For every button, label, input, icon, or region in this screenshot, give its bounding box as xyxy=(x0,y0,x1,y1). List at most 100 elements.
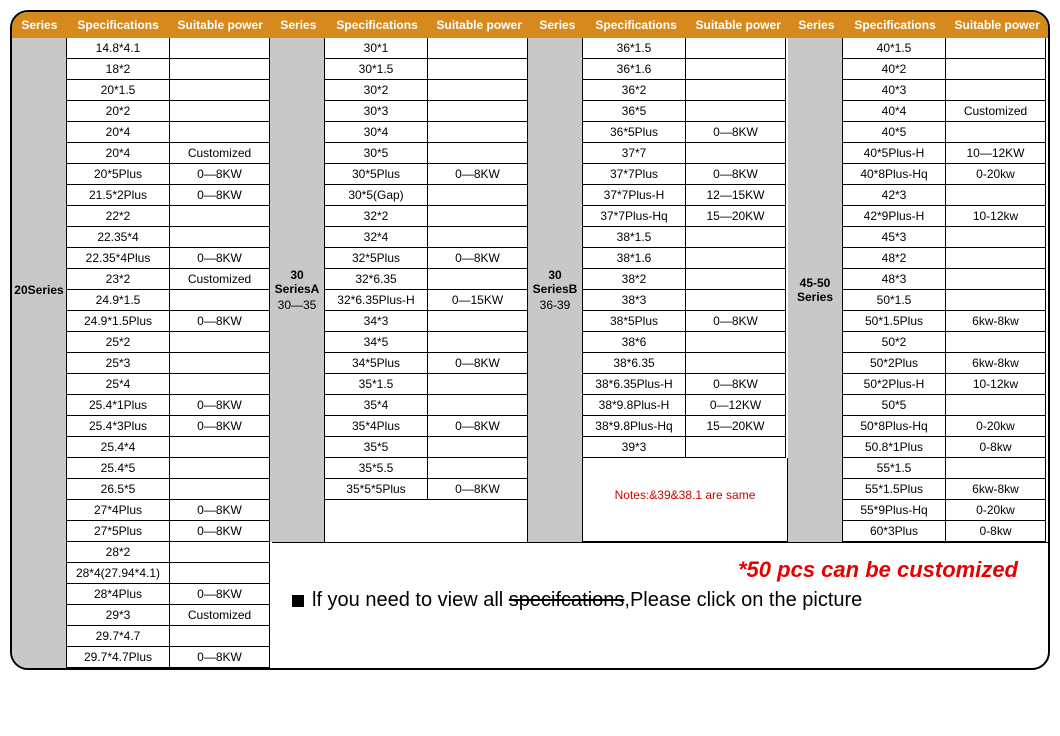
table-body-lower: 28*228*4(27.94*4.1)28*4Plus0—8KW29*3Cust… xyxy=(12,542,1048,668)
spec-cell: 29*3 xyxy=(67,605,170,626)
spec-cell: 55*9Plus-Hq xyxy=(843,500,946,521)
power-cell xyxy=(428,227,528,248)
power-cell: 0—8KW xyxy=(428,248,528,269)
spec-row: 37*7Plus0—8KW xyxy=(583,164,788,185)
spec-row: 38*5Plus0—8KW xyxy=(583,311,788,332)
spec-cell: 38*5Plus xyxy=(583,311,686,332)
table-body-upper: 20Series 14.8*4.118*220*1.520*220*420*4Cu… xyxy=(12,38,1048,542)
series-name: 45-50 Series xyxy=(790,276,840,304)
power-cell: 12—15KW xyxy=(686,185,786,206)
spec-cell: 40*4 xyxy=(843,101,946,122)
spec-row: 50*1.5Plus6kw-8kw xyxy=(843,311,1046,332)
spec-cell: 35*4Plus xyxy=(325,416,428,437)
spec-row: 40*3 xyxy=(843,80,1046,101)
spec-row: 29.7*4.7Plus0—8KW xyxy=(67,647,270,668)
spec-column: 40*1.540*240*340*4Customized40*540*5Plus… xyxy=(843,38,1046,542)
header-spec-1: Specifications xyxy=(67,12,170,38)
spec-row: 35*5 xyxy=(325,437,528,458)
power-cell: 6kw-8kw xyxy=(946,353,1046,374)
header-power-3: Suitable power xyxy=(687,12,789,38)
power-cell xyxy=(686,38,786,59)
spec-cell: 36*5 xyxy=(583,101,686,122)
power-cell: 0—8KW xyxy=(428,416,528,437)
spec-row: 30*1.5 xyxy=(325,59,528,80)
header-series-1: Series xyxy=(12,12,67,38)
spec-row: 25*4 xyxy=(67,374,270,395)
power-cell xyxy=(170,542,270,563)
power-cell: 15—20KW xyxy=(686,416,786,437)
series-group: 30 SeriesA30—3530*130*1.530*230*330*430*… xyxy=(270,38,528,542)
power-cell xyxy=(686,227,786,248)
spec-cell: 27*4Plus xyxy=(67,500,170,521)
spec-cell: 55*1.5Plus xyxy=(843,479,946,500)
spec-cell: 38*9.8Plus-H xyxy=(583,395,686,416)
spec-row: 27*5Plus0—8KW xyxy=(67,521,270,542)
power-cell xyxy=(170,479,270,500)
spec-row: 36*5 xyxy=(583,101,788,122)
power-cell: 0—8KW xyxy=(170,584,270,605)
spec-cell: 38*1.5 xyxy=(583,227,686,248)
spec-cell: 14.8*4.1 xyxy=(67,38,170,59)
spec-cell: 25.4*3Plus xyxy=(67,416,170,437)
spec-row: 38*3 xyxy=(583,290,788,311)
spec-row: 40*5 xyxy=(843,122,1046,143)
power-cell xyxy=(946,80,1046,101)
spec-column: 14.8*4.118*220*1.520*220*420*4Customized… xyxy=(67,38,270,542)
spec-row: 25*2 xyxy=(67,332,270,353)
spec-row: 38*6.35Plus-H0—8KW xyxy=(583,374,788,395)
power-cell xyxy=(428,437,528,458)
power-cell xyxy=(428,458,528,479)
spec-row: 23*2Customized xyxy=(67,269,270,290)
spec-cell: 36*5Plus xyxy=(583,122,686,143)
header-power-4: Suitable power xyxy=(946,12,1048,38)
power-cell xyxy=(170,80,270,101)
spec-row: 36*1.5 xyxy=(583,38,788,59)
header-power-2: Suitable power xyxy=(428,12,530,38)
power-cell: 0-20kw xyxy=(946,416,1046,437)
spec-row: 30*4 xyxy=(325,122,528,143)
spec-row: 30*5(Gap) xyxy=(325,185,528,206)
series-name: 30 SeriesA xyxy=(272,268,322,296)
power-cell xyxy=(428,332,528,353)
spec-cell: 21.5*2Plus xyxy=(67,185,170,206)
spec-cell: 30*5(Gap) xyxy=(325,185,428,206)
spec-cell: 50*2Plus xyxy=(843,353,946,374)
spec-cell: 40*8Plus-Hq xyxy=(843,164,946,185)
spec-cell: 38*9.8Plus-Hq xyxy=(583,416,686,437)
spec-cell: 28*2 xyxy=(67,542,170,563)
spec-cell: 50.8*1Plus xyxy=(843,437,946,458)
spec-cell: 50*8Plus-Hq xyxy=(843,416,946,437)
spec-cell: 42*3 xyxy=(843,185,946,206)
spec-row: 30*1 xyxy=(325,38,528,59)
spec-cell: 48*3 xyxy=(843,269,946,290)
power-cell xyxy=(170,101,270,122)
spec-cell: 32*4 xyxy=(325,227,428,248)
power-cell xyxy=(686,269,786,290)
spec-cell: 25.4*1Plus xyxy=(67,395,170,416)
power-cell xyxy=(428,185,528,206)
spec-cell: 18*2 xyxy=(67,59,170,80)
spec-cell: 35*5 xyxy=(325,437,428,458)
power-cell xyxy=(428,269,528,290)
power-cell: 0—8KW xyxy=(170,647,270,668)
spec-row: 26.5*5 xyxy=(67,479,270,500)
spec-row: 32*5Plus0—8KW xyxy=(325,248,528,269)
spec-row-empty xyxy=(325,521,528,542)
spec-cell: 48*2 xyxy=(843,248,946,269)
spec-cell: 22*2 xyxy=(67,206,170,227)
spec-row-empty xyxy=(325,500,528,521)
spec-row: 21.5*2Plus0—8KW xyxy=(67,185,270,206)
power-cell: 0-20kw xyxy=(946,164,1046,185)
power-cell: 0—8KW xyxy=(686,122,786,143)
series-range: 30—35 xyxy=(278,298,317,312)
spec-row: 38*2 xyxy=(583,269,788,290)
spec-cell: 30*1.5 xyxy=(325,59,428,80)
series-group-extra: 28*228*4(27.94*4.1)28*4Plus0—8KW29*3Cust… xyxy=(12,542,272,668)
series-name: 20Series xyxy=(14,283,63,297)
power-cell xyxy=(170,563,270,584)
series-label-continuation xyxy=(12,542,67,668)
footer-instruction: lf you need to view all specifcations,Pl… xyxy=(292,589,1028,612)
spec-cell: 30*4 xyxy=(325,122,428,143)
spec-row: 20*4Customized xyxy=(67,143,270,164)
spec-cell: 32*6.35Plus-H xyxy=(325,290,428,311)
